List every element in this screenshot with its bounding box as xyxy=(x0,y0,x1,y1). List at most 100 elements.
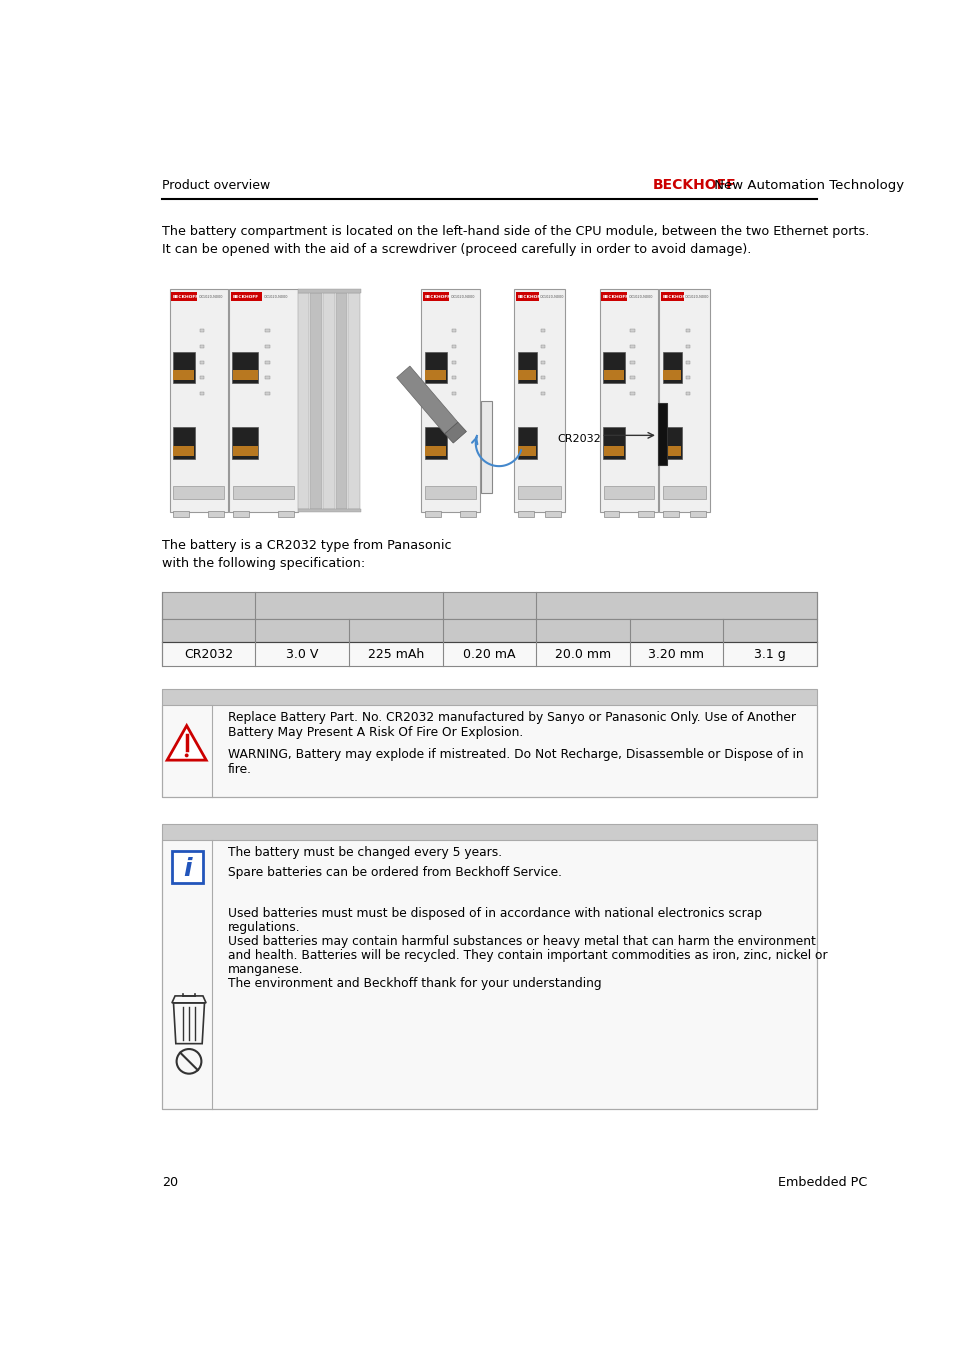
Bar xyxy=(662,486,705,500)
Bar xyxy=(233,510,249,517)
Bar xyxy=(599,289,658,513)
Bar xyxy=(162,705,816,798)
Bar xyxy=(162,641,816,667)
Bar xyxy=(517,447,536,456)
Bar xyxy=(425,486,476,500)
Bar xyxy=(171,292,197,301)
Bar xyxy=(265,344,270,348)
Text: BECKHOFF: BECKHOFF xyxy=(517,294,543,298)
Text: 20: 20 xyxy=(162,1176,178,1189)
Bar xyxy=(233,447,257,456)
Bar xyxy=(517,428,537,459)
Bar xyxy=(348,293,359,509)
Text: 225 mAh: 225 mAh xyxy=(367,648,423,660)
Bar xyxy=(685,329,689,332)
Text: It can be opened with the aid of a screwdriver (proceed carefully in order to av: It can be opened with the aid of a screw… xyxy=(162,243,750,256)
Text: WARNING, Battery may explode if mistreated. Do Not Recharge, Disassemble or Disp: WARNING, Battery may explode if mistreat… xyxy=(228,748,802,761)
Bar xyxy=(422,292,449,301)
Text: BECKHOFF: BECKHOFF xyxy=(233,294,258,298)
Bar xyxy=(421,289,479,513)
Bar xyxy=(452,329,456,332)
Text: regulations.: regulations. xyxy=(228,921,300,934)
Bar xyxy=(603,486,654,500)
Text: The battery must be changed every 5 years.: The battery must be changed every 5 year… xyxy=(228,845,501,859)
Bar xyxy=(452,377,456,379)
Bar xyxy=(629,377,634,379)
Bar xyxy=(172,428,194,459)
Text: CR2032: CR2032 xyxy=(184,648,233,660)
Text: CX1020-N000: CX1020-N000 xyxy=(628,294,653,298)
Text: BECKHOFF: BECKHOFF xyxy=(661,294,688,298)
Bar xyxy=(540,360,544,363)
Bar xyxy=(278,510,294,517)
Bar xyxy=(452,344,456,348)
Text: The battery is a CR2032 type from Panasonic: The battery is a CR2032 type from Panaso… xyxy=(162,539,451,552)
Bar xyxy=(629,392,634,394)
Text: and health. Batteries will be recycled. They contain important commodities as ir: and health. Batteries will be recycled. … xyxy=(228,949,826,963)
Text: CX1020-N000: CX1020-N000 xyxy=(263,294,288,298)
Bar xyxy=(540,329,544,332)
Text: 0.20 mA: 0.20 mA xyxy=(462,648,515,660)
Bar xyxy=(173,370,193,381)
Bar xyxy=(629,360,634,363)
Text: BECKHOFF: BECKHOFF xyxy=(172,294,198,298)
Bar xyxy=(545,510,560,517)
Bar xyxy=(602,351,624,383)
Bar xyxy=(424,351,446,383)
Bar xyxy=(173,447,193,456)
Bar xyxy=(265,392,270,394)
Bar xyxy=(199,377,204,379)
Bar xyxy=(602,428,624,459)
Bar xyxy=(162,840,816,1110)
Bar xyxy=(297,293,309,509)
Bar xyxy=(452,360,456,363)
Bar xyxy=(231,292,261,301)
Bar xyxy=(517,370,536,381)
Circle shape xyxy=(185,753,189,757)
Bar xyxy=(603,510,618,517)
Bar xyxy=(172,351,194,383)
Text: 3.1 g: 3.1 g xyxy=(753,648,785,660)
Polygon shape xyxy=(444,423,466,443)
Text: Used batteries may contain harmful substances or heavy metal that can harm the e: Used batteries may contain harmful subst… xyxy=(228,936,815,948)
Text: BECKHOFF: BECKHOFF xyxy=(652,178,736,192)
Bar xyxy=(199,360,204,363)
Text: i: i xyxy=(183,857,192,880)
Bar xyxy=(425,510,440,517)
Text: BECKHOFF: BECKHOFF xyxy=(424,294,450,298)
Bar xyxy=(540,344,544,348)
Bar xyxy=(233,428,258,459)
Text: New Automation Technology: New Automation Technology xyxy=(709,178,903,192)
Bar xyxy=(459,510,476,517)
Bar xyxy=(517,351,537,383)
Bar xyxy=(233,351,258,383)
Bar xyxy=(629,329,634,332)
Bar xyxy=(480,401,492,493)
Bar xyxy=(662,510,679,517)
Text: CX1020-N000: CX1020-N000 xyxy=(198,294,223,298)
Text: manganese.: manganese. xyxy=(228,963,303,976)
Bar xyxy=(662,370,680,381)
Text: The battery compartment is located on the left-hand side of the CPU module, betw: The battery compartment is located on th… xyxy=(162,225,868,238)
Bar xyxy=(173,510,189,517)
Bar xyxy=(452,392,456,394)
Polygon shape xyxy=(396,366,457,433)
Bar xyxy=(162,825,816,840)
Bar xyxy=(540,377,544,379)
Bar xyxy=(229,289,297,513)
Polygon shape xyxy=(167,726,206,760)
Bar xyxy=(600,292,627,301)
Bar xyxy=(199,344,204,348)
Bar xyxy=(265,329,270,332)
Bar xyxy=(638,510,654,517)
Text: with the following specification:: with the following specification: xyxy=(162,558,365,570)
Text: Spare batteries can be ordered from Beckhoff Service.: Spare batteries can be ordered from Beck… xyxy=(228,865,561,879)
Bar xyxy=(297,509,360,513)
Text: 3.20 mm: 3.20 mm xyxy=(648,648,703,660)
Bar xyxy=(425,370,445,381)
Text: Embedded PC: Embedded PC xyxy=(778,1176,866,1189)
Bar xyxy=(162,618,816,641)
Text: 20.0 mm: 20.0 mm xyxy=(555,648,610,660)
Bar xyxy=(335,293,347,509)
Text: Battery May Present A Risk Of Fire Or Explosion.: Battery May Present A Risk Of Fire Or Ex… xyxy=(228,726,522,740)
